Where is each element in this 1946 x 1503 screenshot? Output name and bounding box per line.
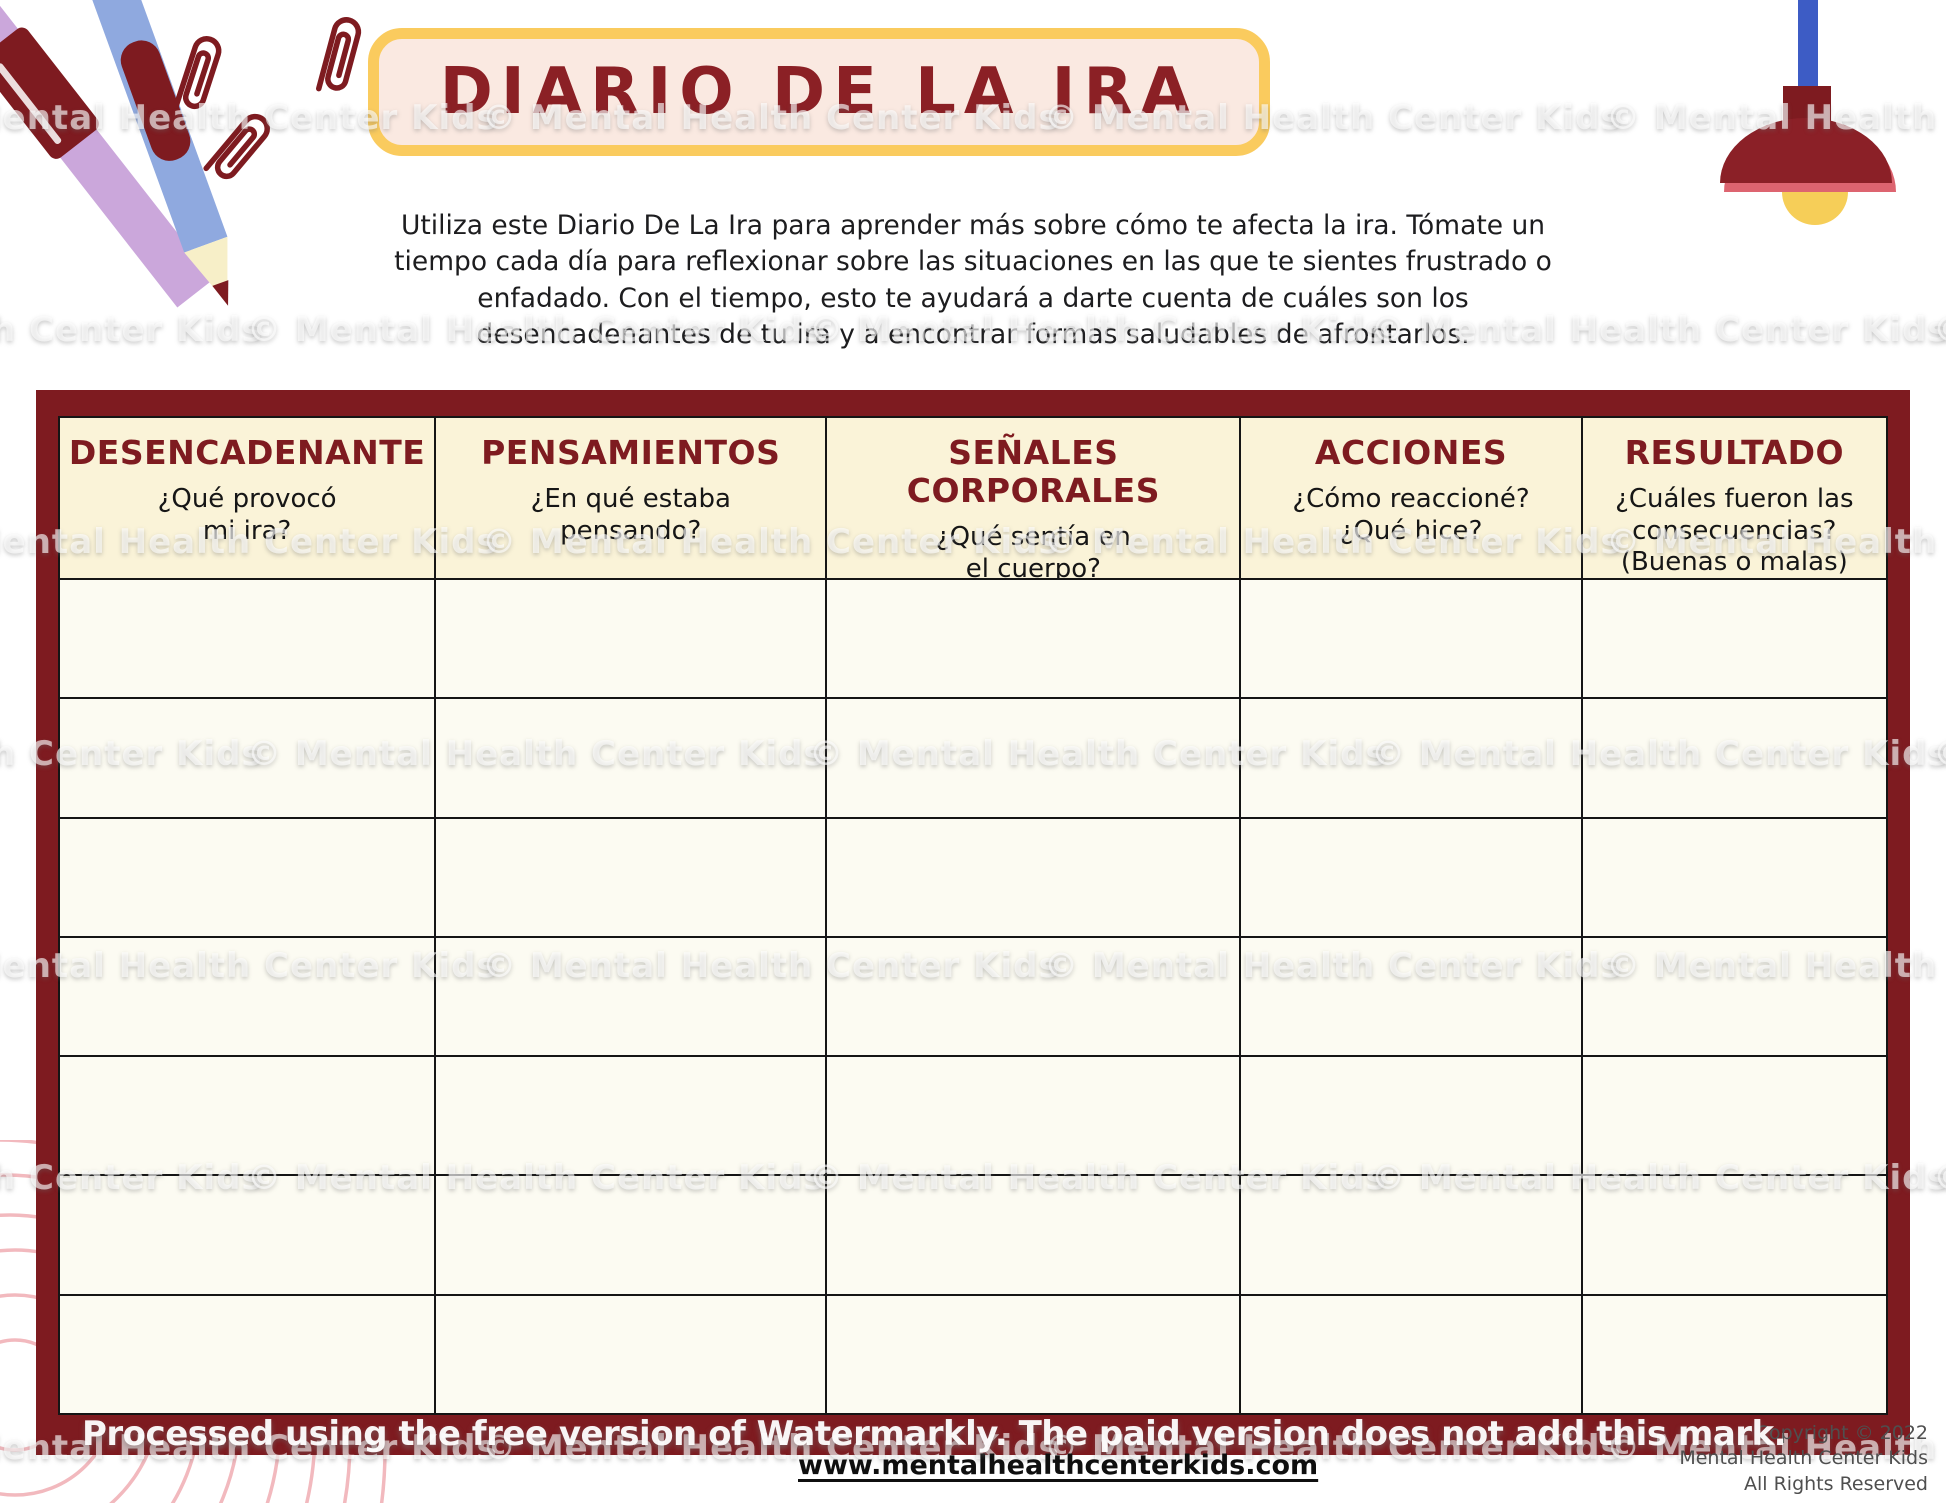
column-subtitle: ¿Qué sentía en el cuerpo?: [935, 521, 1131, 584]
table-cell[interactable]: [827, 1295, 1240, 1413]
table-cell[interactable]: [827, 1057, 1240, 1175]
column-header: DESENCADENANTE ¿Qué provocó mi ira?: [60, 418, 435, 578]
table-cell[interactable]: [1241, 580, 1581, 698]
table-cell[interactable]: [1241, 1176, 1581, 1294]
watermark-tile: © Mental Health Center Kids: [0, 310, 263, 350]
column-header: SEÑALES CORPORALES ¿Qué sentía en el cuer…: [827, 418, 1240, 584]
table-cell[interactable]: [1241, 1057, 1581, 1175]
column-title: PENSAMIENTOS: [481, 433, 781, 472]
column-title: SEÑALES CORPORALES: [906, 433, 1160, 510]
table-cell[interactable]: [60, 580, 435, 698]
column-subtitle: ¿En qué estaba pensando?: [530, 483, 731, 546]
table-cell[interactable]: [60, 818, 435, 936]
column-title: DESENCADENANTE: [68, 433, 426, 472]
table-cell[interactable]: [436, 818, 826, 936]
table-cell[interactable]: [436, 1176, 826, 1294]
lamp-icon: [1720, 0, 1896, 225]
table-cell[interactable]: [827, 1176, 1240, 1294]
table-cell[interactable]: [60, 1295, 435, 1413]
column-title: ACCIONES: [1314, 433, 1508, 472]
watermark-tile: © Mental Health Center Kids: [1933, 310, 1946, 350]
paperclip-icon: [315, 17, 362, 92]
website-link[interactable]: www.mentalhealthcenterkids.com: [798, 1450, 1319, 1481]
column-subtitle: ¿Qué provocó mi ira?: [157, 483, 337, 546]
table-cell[interactable]: [60, 1176, 435, 1294]
diary-table-grid: DESENCADENANTE ¿Qué provocó mi ira? PENSAM…: [58, 416, 1888, 1415]
column-subtitle: ¿Cuáles fueron las consecuencias? (Buena…: [1615, 483, 1854, 578]
copyright-text: Copyright © 2022 Mental Health Center Ki…: [1679, 1421, 1928, 1497]
diary-table: DESENCADENANTE ¿Qué provocó mi ira? PENSAM…: [36, 390, 1910, 1455]
column-header: RESULTADO ¿Cuáles fueron las consecuencia…: [1582, 418, 1886, 578]
watermark-tile: © Mental Health Center Kids: [1606, 98, 1946, 138]
table-cell[interactable]: [60, 699, 435, 817]
copyright-line: Copyright © 2022: [1755, 1422, 1928, 1444]
table-cell[interactable]: [1241, 937, 1581, 1056]
table-cell[interactable]: [1241, 818, 1581, 936]
table-cell[interactable]: [436, 937, 826, 1056]
table-cell[interactable]: [436, 1057, 826, 1175]
table-cell[interactable]: [436, 580, 826, 698]
table-cell[interactable]: [1582, 1176, 1886, 1294]
pen-icon: [0, 0, 214, 308]
pencil-icon: [66, 0, 229, 306]
table-cell[interactable]: [827, 818, 1240, 936]
column-header: PENSAMIENTOS ¿En qué estaba pensando?: [436, 418, 826, 578]
paperclip-icon: [173, 36, 222, 110]
table-cell[interactable]: [1582, 1295, 1886, 1413]
table-cell[interactable]: [60, 937, 435, 1056]
copyright-line: Mental Health Center Kids: [1679, 1447, 1928, 1470]
table-cell[interactable]: [1582, 1057, 1886, 1175]
table-cell[interactable]: [1241, 699, 1581, 817]
column-subtitle: ¿Cómo reaccioné? ¿Qué hice?: [1292, 483, 1530, 546]
table-cell[interactable]: [1582, 937, 1886, 1056]
table-cell[interactable]: [60, 1057, 435, 1175]
column-title: RESULTADO: [1624, 433, 1845, 472]
table-cell[interactable]: [1241, 1295, 1581, 1413]
column-header: ACCIONES ¿Cómo reaccioné? ¿Qué hice?: [1241, 418, 1581, 578]
copyright-line: All Rights Reserved: [1744, 1472, 1928, 1495]
table-cell[interactable]: [827, 580, 1240, 698]
table-cell[interactable]: [827, 937, 1240, 1056]
title-banner: DIARIO DE LA IRA: [368, 28, 1270, 156]
paperclip-icon: [203, 113, 270, 180]
table-cell[interactable]: [1582, 580, 1886, 698]
table-cell[interactable]: [1582, 699, 1886, 817]
watermark-tile: © Mental Health Center Kids: [1933, 1158, 1946, 1198]
table-cell[interactable]: [436, 1295, 826, 1413]
intro-text: Utiliza este Diario De La Ira para apren…: [394, 210, 1552, 350]
watermark-tile: © Mental Health Center Kids: [1933, 734, 1946, 774]
table-cell[interactable]: [827, 699, 1240, 817]
table-cell[interactable]: [436, 699, 826, 817]
table-cell[interactable]: [1582, 818, 1886, 936]
page-title: DIARIO DE LA IRA: [439, 55, 1199, 129]
